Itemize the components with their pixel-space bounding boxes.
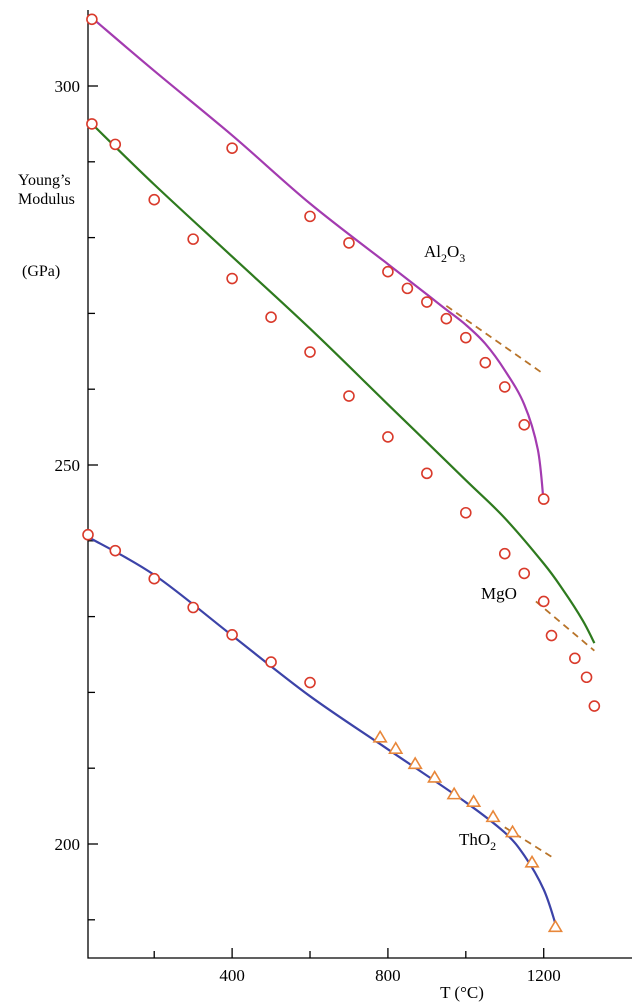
data-point-tho2 — [304, 676, 316, 689]
data-point-mgo — [421, 467, 433, 480]
data-point-al2o3 — [518, 419, 531, 431]
data-point-mgo — [545, 629, 558, 642]
data-point-triangle-tho2 — [407, 756, 423, 770]
extrapolation-line-al2o3 — [445, 305, 545, 375]
y-tick-label: 200 — [55, 835, 81, 854]
data-point-triangle-tho2 — [547, 919, 563, 933]
extrapolation-line-mgo — [535, 600, 595, 652]
data-point-tho2 — [226, 628, 238, 641]
data-point-al2o3 — [226, 142, 238, 154]
data-point-mgo — [148, 193, 161, 206]
x-tick-label: 400 — [219, 966, 245, 985]
data-point-mgo — [304, 346, 316, 358]
series-label-al2o3-mid: O — [447, 242, 459, 261]
data-point-triangle-tho2 — [388, 741, 404, 754]
data-point-tho2 — [148, 572, 161, 585]
series-label-mgo: MgO — [481, 584, 517, 603]
data-point-mgo — [343, 390, 355, 402]
axes — [87, 10, 632, 959]
extrapolation-line-tho2 — [504, 826, 556, 860]
data-point-tho2 — [82, 528, 94, 541]
data-point-tho2 — [265, 656, 277, 668]
data-point-al2o3 — [440, 312, 453, 325]
series-label-tho2: ThO2 — [459, 830, 496, 853]
data-point-mgo — [187, 233, 199, 245]
series-label-al2o3-sub2: 3 — [459, 251, 465, 265]
data-point-al2o3 — [421, 296, 433, 308]
series-label-al2o3-sub1: 2 — [441, 251, 447, 265]
x-axis-title: T (°C) — [440, 983, 484, 1002]
data-point-triangle-tho2 — [466, 794, 482, 808]
axes-frame — [87, 10, 632, 959]
data-point-mgo — [588, 700, 601, 712]
x-tick-label: 1200 — [527, 966, 561, 985]
data-point-tho2 — [187, 601, 199, 614]
data-point-mgo — [580, 671, 593, 684]
data-point-al2o3 — [401, 282, 414, 295]
data-point-al2o3 — [479, 356, 492, 369]
data-point-triangle-tho2 — [504, 824, 521, 838]
series-label-tho2-base: ThO — [459, 830, 490, 849]
ticks: 200 250 300 400 800 1200 — [55, 77, 561, 985]
data-point-mgo — [537, 595, 550, 608]
data-point-mgo — [498, 547, 511, 560]
y-tick-label: 250 — [55, 456, 81, 475]
data-point-al2o3 — [86, 13, 98, 26]
data-point-mgo — [109, 138, 122, 151]
data-point-al2o3 — [343, 237, 355, 249]
data-point-mgo — [460, 506, 472, 519]
data-point-al2o3 — [537, 493, 550, 505]
y-axis-title-line-1: Young’s — [18, 172, 71, 189]
data-points — [82, 13, 601, 933]
data-point-triangle-tho2 — [372, 729, 388, 743]
data-point-mgo — [265, 311, 277, 323]
series-label-al2o3: Al2O3 — [424, 242, 465, 265]
data-point-mgo — [86, 118, 98, 130]
data-point-tho2 — [109, 544, 122, 557]
extrapolation-lines — [445, 305, 595, 860]
data-point-al2o3 — [460, 331, 472, 344]
y-axis-title: Young’s Modulus (GPa) — [18, 172, 75, 280]
x-tick-label: 800 — [375, 966, 401, 985]
data-point-mgo — [382, 431, 394, 443]
data-point-al2o3 — [498, 381, 511, 393]
data-point-triangle-tho2 — [524, 854, 540, 868]
series-label-al2o3-base: Al — [424, 242, 441, 261]
data-point-mgo — [569, 652, 581, 665]
series-label-tho2-sub1: 2 — [490, 839, 496, 853]
data-point-triangle-tho2 — [446, 786, 462, 800]
data-point-al2o3 — [382, 265, 394, 278]
y-axis-title-line-2: Modulus — [18, 191, 75, 208]
series-line-al2o3 — [91, 16, 545, 504]
data-point-triangle-tho2 — [427, 769, 443, 783]
y-tick-label: 300 — [55, 77, 81, 96]
y-axis-unit: (GPa) — [22, 263, 60, 280]
series-line-mgo — [91, 123, 596, 644]
data-point-triangle-tho2 — [485, 809, 501, 823]
data-point-mgo — [226, 272, 238, 285]
data-point-mgo — [518, 567, 531, 580]
series-curves — [87, 16, 596, 924]
data-point-al2o3 — [304, 210, 316, 223]
